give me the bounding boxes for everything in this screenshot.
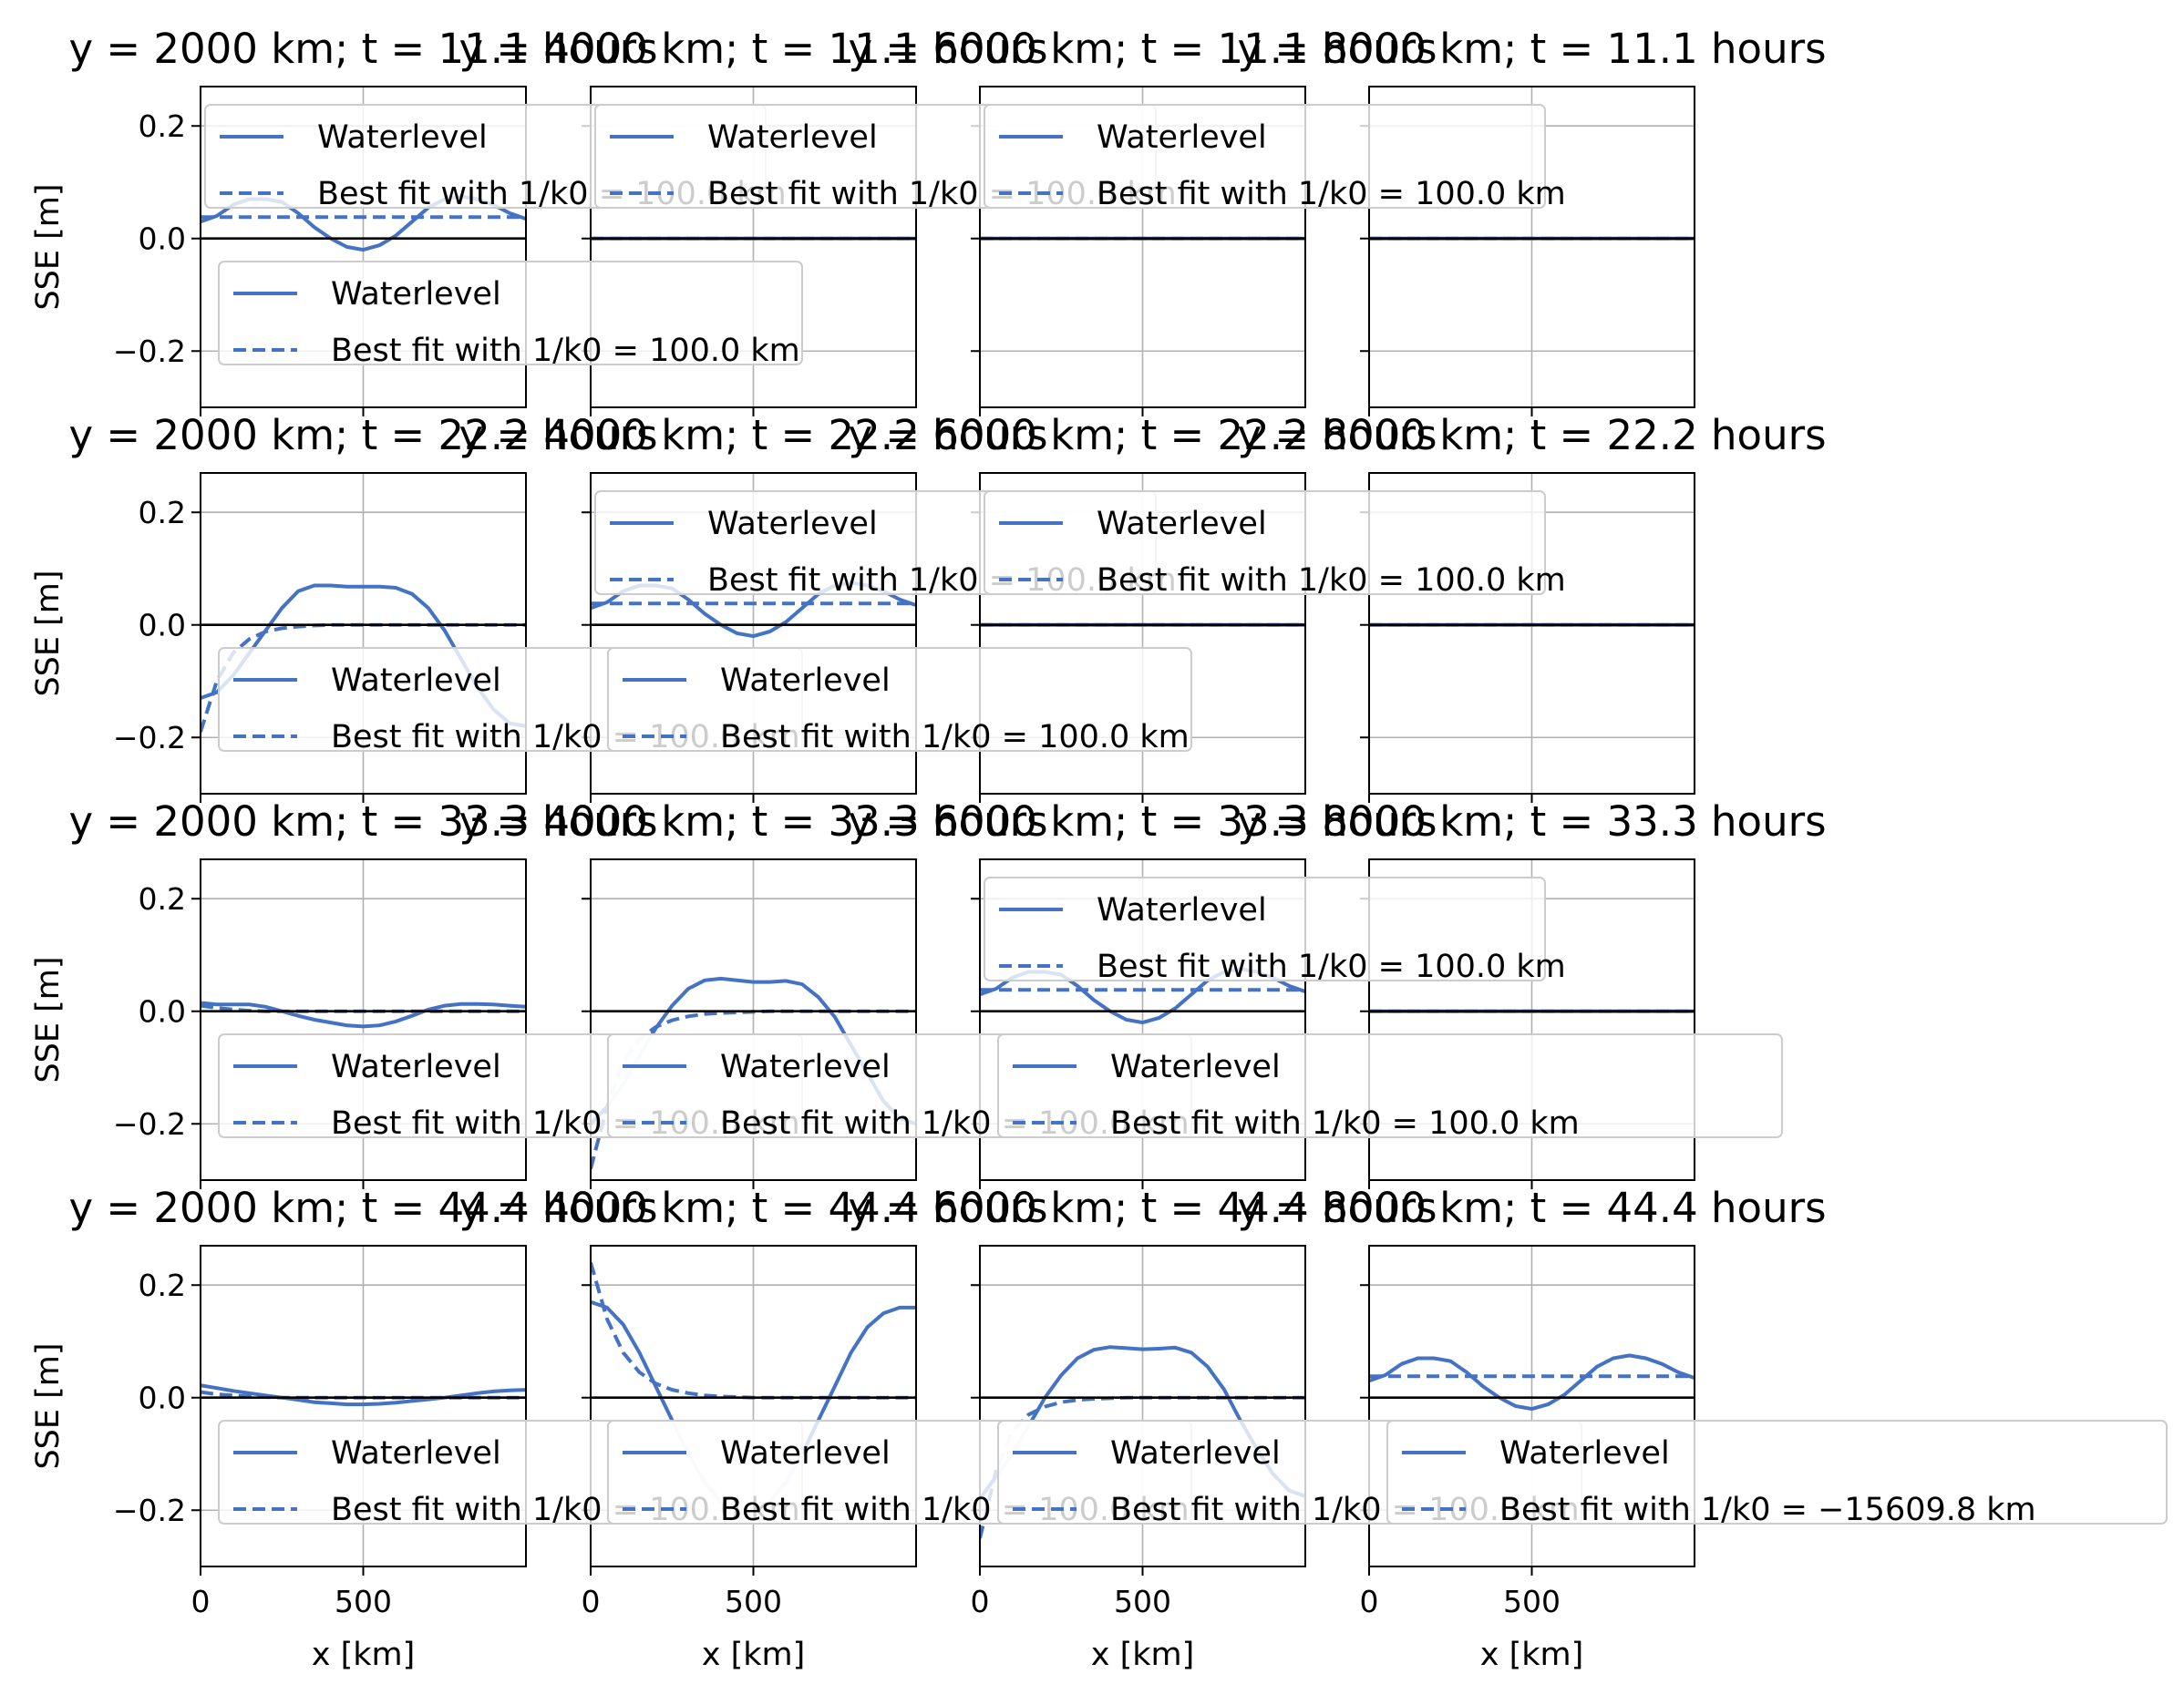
legend-box [984,877,1546,981]
legend-label-waterlevel: Waterlevel [1110,1049,1281,1085]
series-waterlevel [201,1383,526,1407]
legend-label-waterlevel: Waterlevel [331,1435,501,1472]
subplot-title: y = 4000 km; t = 11.1 hours [458,25,1047,73]
y-tick-label: 0.2 [139,108,186,144]
x-axis-label: x [km] [702,1637,806,1673]
y-tick-label: 0.0 [139,221,186,257]
legend-label-waterlevel: Waterlevel [331,276,501,313]
legend-label-best-fit: Best fit with 1/k0 = −15609.8 km [1499,1492,2036,1528]
y-tick-label: −0.2 [113,334,186,369]
y-tick-label: 0.2 [139,1268,186,1303]
y-axis-label: SSE [m] [30,570,67,696]
subplot-title: y = 4000 km; t = 22.2 hours [458,411,1047,459]
subplot-r4-c4: 0 500 x [km] [1360,1245,1695,1673]
legend-box [607,647,1192,752]
legend-r2-c2-lower: Waterlevel Best fit with 1/k0 = 100.0 km [607,647,1192,755]
subplot-title: y = 2000 km; t = 22.2 hours [68,411,657,459]
legend-r3-c3: Waterlevel Best fit with 1/k0 = 100.0 km [984,877,1566,985]
legend-label-best-fit: Best fit with 1/k0 = 100.0 km [1097,562,1566,599]
legend-r1-c3: Waterlevel Best fit with 1/k0 = 100.0 km [984,104,1566,212]
legend-box [984,104,1546,209]
legend-label-best-fit: Best fit with 1/k0 = 100.0 km [331,333,800,369]
y-tick-label: −0.2 [113,1106,186,1142]
y-tick-label: 0.2 [139,495,186,530]
legend-label-waterlevel: Waterlevel [1097,119,1267,156]
legend-label-waterlevel: Waterlevel [720,1435,891,1472]
legend-label-waterlevel: Waterlevel [1097,892,1267,929]
x-tick-label: 0 [582,1584,601,1619]
subplot-title: y = 2000 km; t = 11.1 hours [68,25,657,73]
x-tick-label: 500 [725,1584,782,1619]
legend-box [218,261,803,365]
legend-r4-c4: Waterlevel Best fit with 1/k0 = −15609.8 … [1386,1420,2168,1528]
legend-r2-c3: Waterlevel Best fit with 1/k0 = 100.0 km [984,490,1566,599]
subplot-title: y = 6000 km; t = 11.1 hours [848,25,1437,73]
x-axis-label: x [km] [1091,1637,1195,1673]
y-axis-label: SSE [m] [30,956,67,1083]
subplot-title: y = 6000 km; t = 44.4 hours [848,1184,1437,1232]
subplot-title: y = 2000 km; t = 33.3 hours [68,797,657,846]
y-axis-label: SSE [m] [30,1342,67,1469]
legend-label-waterlevel: Waterlevel [720,662,891,699]
legend-label-waterlevel: Waterlevel [331,662,501,699]
legend-r3-c3-lower: Waterlevel Best fit with 1/k0 = 100.0 km [997,1033,1783,1142]
legend-box [1386,1420,2168,1525]
y-axis-label: SSE [m] [30,183,67,310]
series-waterlevel [201,1001,526,1029]
legend-label-best-fit: Best fit with 1/k0 = 100.0 km [1097,949,1566,985]
y-tick-label: 0.0 [139,994,186,1030]
subplot-title: y = 6000 km; t = 22.2 hours [848,411,1437,459]
legend-label-waterlevel: Waterlevel [707,506,878,542]
series-waterlevel [1369,1353,1695,1412]
x-tick-label: 500 [1114,1584,1171,1619]
legend-label-waterlevel: Waterlevel [331,1049,501,1085]
subplot-title: y = 6000 km; t = 33.3 hours [848,797,1437,846]
subplot-title: y = 8000 km; t = 44.4 hours [1237,1184,1826,1232]
subplot-title: y = 4000 km; t = 44.4 hours [458,1184,1047,1232]
x-tick-label: 500 [335,1584,392,1619]
legend-box [997,1033,1783,1138]
x-axis-label: x [km] [312,1637,416,1673]
y-tick-label: 0.0 [139,1381,186,1416]
y-tick-label: 0.0 [139,608,186,643]
legend-label-best-fit: Best fit with 1/k0 = 100.0 km [720,719,1190,755]
legend-label-best-fit: Best fit with 1/k0 = 100.0 km [1097,176,1566,212]
subplot-r1-c1: 0.2 0.0 −0.2 SSE [m] [30,86,527,416]
y-tick-label: −0.2 [113,1493,186,1528]
legend-label-waterlevel: Waterlevel [317,119,488,156]
y-tick-label: 0.2 [139,881,186,917]
subplot-title: y = 8000 km; t = 22.2 hours [1237,411,1826,459]
legend-label-waterlevel: Waterlevel [1097,506,1267,542]
x-tick-label: 0 [971,1584,990,1619]
subplot-title: y = 8000 km; t = 33.3 hours [1237,797,1826,846]
legend-label-waterlevel: Waterlevel [1110,1435,1281,1472]
subplot-title: y = 4000 km; t = 33.3 hours [458,797,1047,846]
legend-label-waterlevel: Waterlevel [707,119,878,156]
legend-r1-c1-lower: Waterlevel Best fit with 1/k0 = 100.0 km [218,261,803,369]
x-axis-label: x [km] [1480,1637,1584,1673]
subplot-r4-c1: 0.2 0.0 −0.2 0 500 x [km] SSE [m] [30,1245,527,1673]
subplot-title: y = 8000 km; t = 11.1 hours [1237,25,1826,73]
x-tick-label: 0 [191,1584,211,1619]
y-tick-label: −0.2 [113,720,186,755]
subplot-title: y = 2000 km; t = 44.4 hours [68,1184,657,1232]
x-tick-label: 500 [1503,1584,1561,1619]
legend-label-waterlevel: Waterlevel [720,1049,891,1085]
legend-label-best-fit: Best fit with 1/k0 = 100.0 km [1110,1105,1580,1142]
legend-box [984,490,1546,595]
subplot-r4-c3: 0 500 x [km] [971,1245,1306,1673]
legend-label-waterlevel: Waterlevel [1499,1435,1670,1472]
x-tick-label: 0 [1360,1584,1379,1619]
